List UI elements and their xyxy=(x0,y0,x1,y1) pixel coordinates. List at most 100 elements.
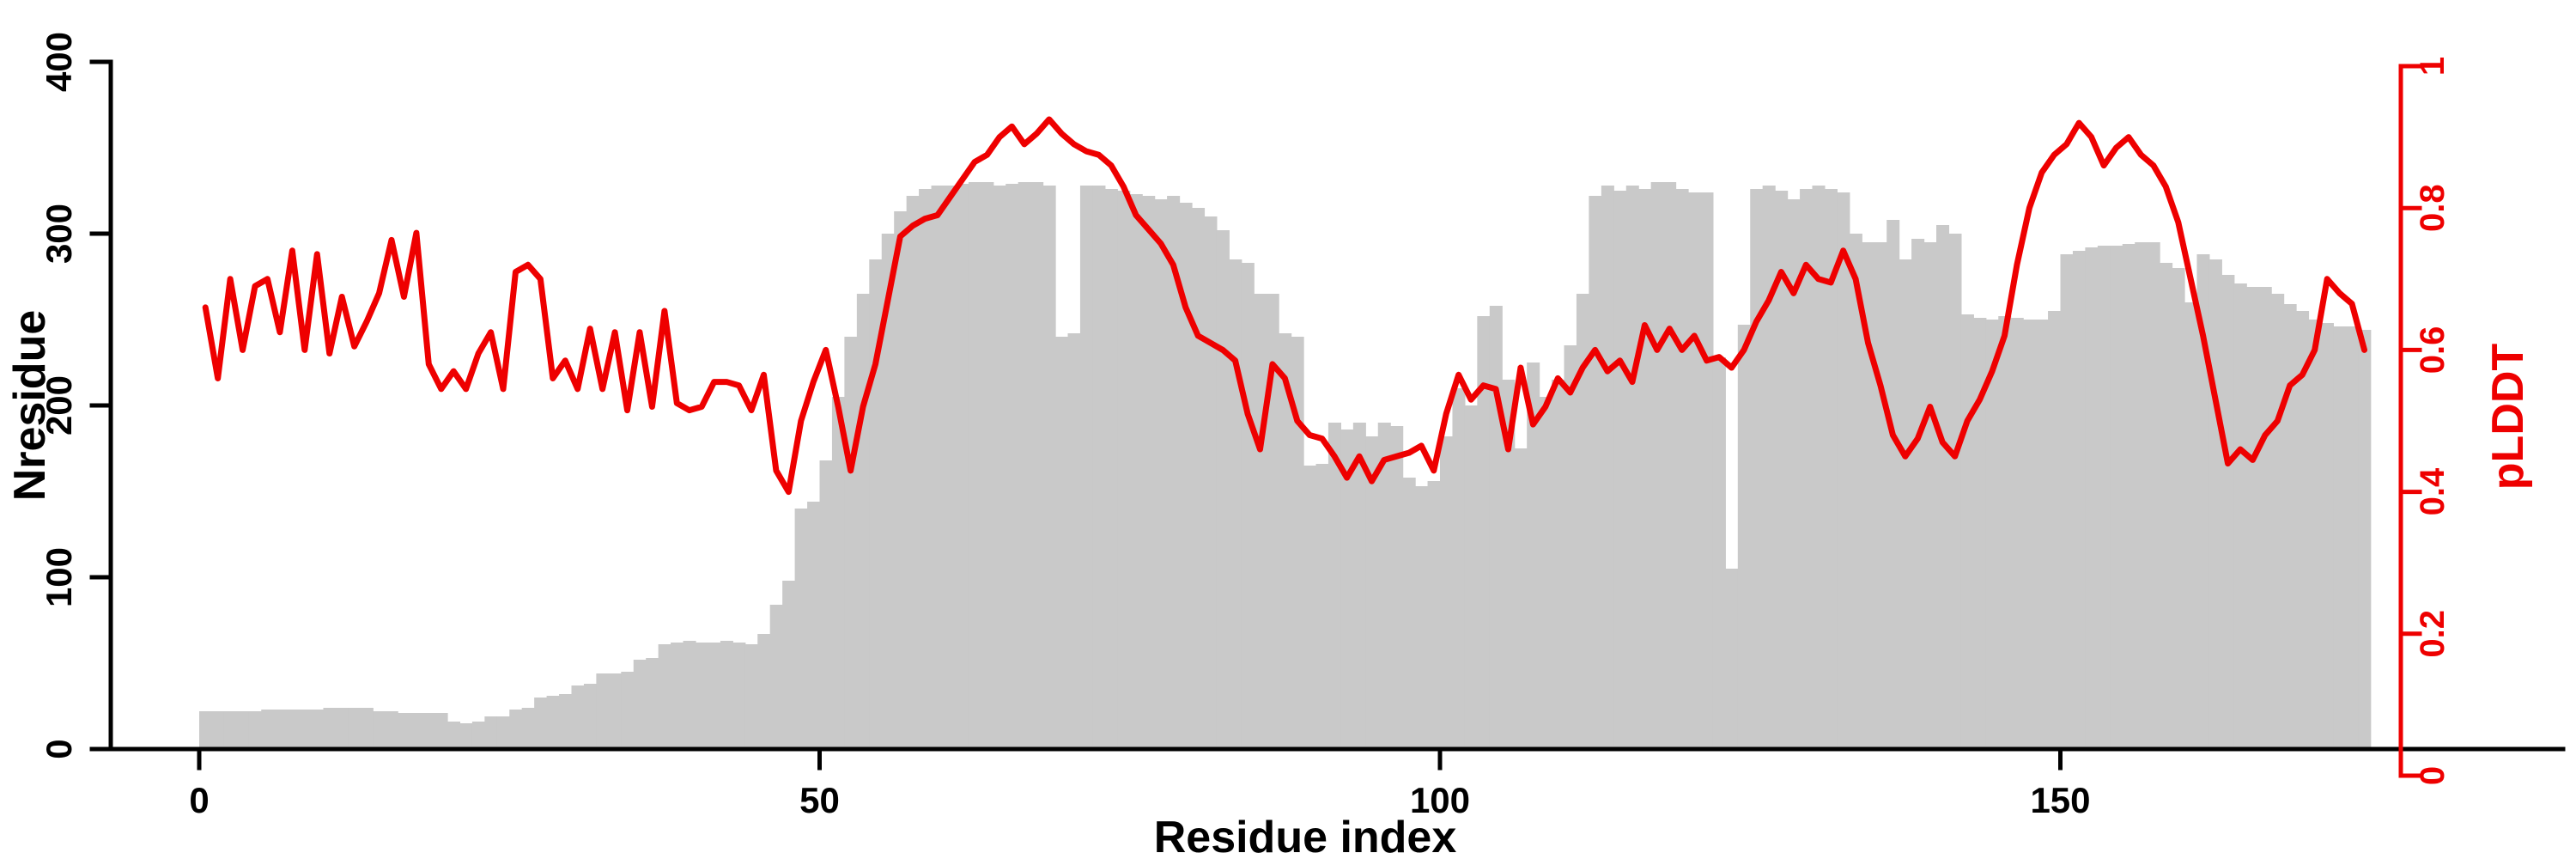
y-axis-left-tick-label: 200 xyxy=(39,375,79,436)
y-axis-right-tick-label: 0 xyxy=(2414,766,2451,785)
bar-residue xyxy=(831,397,845,749)
bar-residue xyxy=(1527,362,1540,749)
bar-residue xyxy=(968,182,981,749)
bar-residue xyxy=(2308,320,2322,749)
bar-residue xyxy=(744,644,758,749)
bar-residue xyxy=(1030,182,1044,749)
bar-residue xyxy=(236,711,250,749)
bar-residue xyxy=(1787,199,1801,749)
bar-residue xyxy=(1067,333,1081,749)
bar-residue xyxy=(1167,196,1181,749)
bar-residue xyxy=(646,658,659,749)
bar-residue xyxy=(1576,294,1589,749)
bar-residue xyxy=(658,644,671,749)
bar-residue xyxy=(261,710,275,749)
bar-residue xyxy=(2035,320,2049,749)
bar-residue xyxy=(1477,316,1491,749)
bar-residue xyxy=(906,196,920,749)
bar-residue xyxy=(981,182,994,749)
bar-residue xyxy=(1650,182,1664,749)
bar-residue xyxy=(1129,194,1143,749)
bar-residue xyxy=(373,711,386,749)
bar-residue xyxy=(931,186,945,749)
bar-residue xyxy=(2296,311,2310,749)
bar-residue xyxy=(1750,189,1764,749)
bar-residue xyxy=(2333,326,2347,749)
bar-residue xyxy=(1279,333,1292,749)
bar-residue xyxy=(1552,380,1565,749)
bar-residue xyxy=(1440,436,1454,749)
bar-residue xyxy=(534,698,548,749)
bar-residue xyxy=(2233,283,2247,749)
bar-residue xyxy=(720,641,733,749)
y-axis-right-tick-label: 0.8 xyxy=(2414,184,2451,232)
bar-residue xyxy=(559,694,573,749)
bar-residue xyxy=(1712,357,1726,749)
y-axis-right-tick-label: 1 xyxy=(2414,57,2451,76)
plddt-line xyxy=(202,116,2368,496)
bar-residue xyxy=(1886,220,1900,749)
y-axis-left-tick-label: 400 xyxy=(39,32,79,92)
bar-residue xyxy=(856,294,870,749)
bar-residue xyxy=(2085,247,2099,749)
bar-residue xyxy=(1179,203,1193,749)
bar-residue xyxy=(1948,234,1962,749)
bar-residue xyxy=(2221,275,2235,749)
bar-residue xyxy=(1241,263,1255,749)
bar-residue xyxy=(1998,316,2012,749)
bar-residue xyxy=(298,710,312,749)
bar-residue xyxy=(2208,259,2222,749)
bar-residue xyxy=(671,643,684,749)
bar-residue xyxy=(1862,242,1875,749)
bar-residue xyxy=(398,713,411,749)
bar-residue xyxy=(621,672,635,749)
bar-residue xyxy=(496,716,510,749)
bar-residue xyxy=(273,710,287,749)
bar-residue xyxy=(1327,423,1341,749)
bar-residue xyxy=(2072,251,2086,749)
bar-residue xyxy=(1625,186,1639,749)
bar-residue xyxy=(248,711,262,749)
bar-residue xyxy=(2023,320,2037,749)
bar-residue xyxy=(1104,189,1118,749)
bar-residue xyxy=(1315,464,1329,749)
bars-layer xyxy=(199,182,2372,749)
y-axis-right-tick-label: 0.6 xyxy=(2414,326,2451,375)
bar-residue xyxy=(1055,337,1069,749)
bar-residue xyxy=(1824,189,1838,749)
bar-residue xyxy=(1204,216,1218,749)
bar-residue xyxy=(2135,242,2148,749)
bar-residue xyxy=(807,502,821,749)
bar-residue xyxy=(1973,318,1987,749)
x-axis-tick-label: 150 xyxy=(2030,780,2090,820)
bar-residue xyxy=(2060,254,2074,749)
bar-residue xyxy=(1452,388,1466,749)
bar-residue xyxy=(819,460,833,749)
bar-residue xyxy=(1985,320,1999,749)
bar-residue xyxy=(385,711,398,749)
bar-residue xyxy=(696,643,709,749)
bar-residue xyxy=(1911,239,1925,749)
bar-residue xyxy=(1079,186,1093,749)
bar-residue xyxy=(2122,244,2136,749)
y-axis-left-title: Nresidue xyxy=(5,310,55,502)
bar-residue xyxy=(708,643,721,749)
bar-residue xyxy=(1402,478,1416,749)
bar-residue xyxy=(732,643,746,749)
x-axis-tick-label: 0 xyxy=(189,780,209,820)
bar-residue xyxy=(1005,184,1019,749)
bar-residue xyxy=(1390,426,1404,749)
bar-residue xyxy=(1800,189,1814,749)
bar-residue xyxy=(2147,242,2160,749)
bar-residue xyxy=(596,673,610,749)
bar-residue xyxy=(1725,569,1739,749)
bar-residue xyxy=(1266,294,1279,749)
bar-residue xyxy=(2258,287,2272,749)
bar-residue xyxy=(1303,466,1317,749)
bar-residue xyxy=(1489,306,1503,749)
bar-residue xyxy=(2110,246,2123,749)
bar-residue xyxy=(360,708,374,749)
bar-residue xyxy=(1464,405,1478,749)
